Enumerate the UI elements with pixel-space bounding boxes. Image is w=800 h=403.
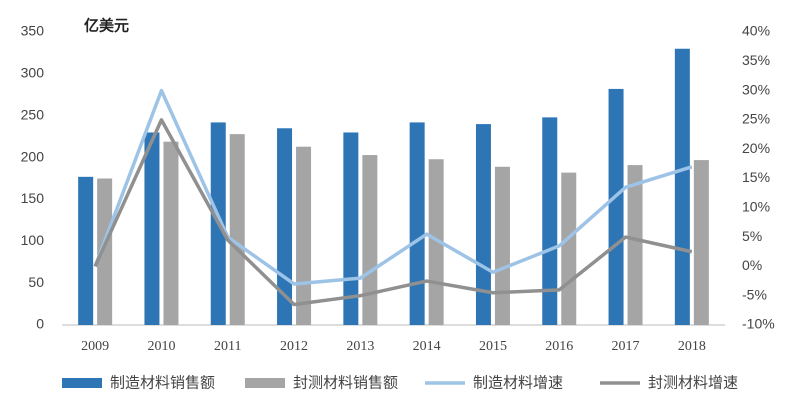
y2-tick-label: 20% [742, 140, 770, 156]
y2-tick-label: 15% [742, 169, 770, 185]
bar [343, 132, 359, 325]
y-tick-label: 300 [21, 65, 45, 81]
x-tick-label: 2012 [280, 339, 308, 354]
bar [693, 160, 709, 325]
legend-label: 制造材料销售额 [110, 374, 215, 392]
y2-tick-label: -5% [742, 286, 767, 302]
bar [561, 172, 577, 325]
x-tick-label: 2014 [413, 339, 441, 354]
bar [494, 166, 510, 325]
x-tick-label: 2015 [479, 339, 507, 354]
legend-swatch [245, 378, 285, 388]
y-tick-label: 50 [28, 274, 44, 290]
y2-tick-label: 0% [742, 257, 762, 273]
y2-tick-label: 30% [742, 81, 770, 97]
y-tick-label: 100 [21, 232, 45, 248]
bar [475, 124, 491, 325]
legend-label: 封测材料增速 [648, 374, 738, 392]
y2-tick-label: 35% [742, 52, 770, 68]
bar [97, 178, 113, 325]
bar [627, 165, 643, 325]
x-tick-label: 2009 [81, 339, 109, 354]
bar [674, 48, 690, 325]
legend-swatch [62, 378, 102, 388]
x-tick-label: 2013 [346, 339, 374, 354]
y2-tick-label: 25% [742, 111, 770, 127]
bar [78, 176, 94, 325]
x-tick-label: 2010 [147, 339, 175, 354]
y-tick-label: 350 [21, 23, 45, 39]
bar [229, 134, 245, 325]
bar [362, 155, 378, 325]
legend-label: 封测材料销售额 [293, 374, 398, 392]
line [93, 88, 693, 286]
bar [163, 141, 179, 325]
bar [144, 132, 160, 325]
y2-tick-label: 40% [742, 23, 770, 39]
unit-label: 亿美元 [84, 17, 129, 35]
bar [608, 88, 624, 325]
y2-tick-label: -10% [742, 316, 775, 332]
bar [409, 122, 425, 325]
x-tick-label: 2018 [678, 339, 706, 354]
y-tick-label: 0 [36, 316, 44, 332]
legend-label: 制造材料增速 [473, 374, 563, 392]
y-tick-label: 200 [21, 148, 45, 164]
line [93, 118, 693, 307]
y-tick-label: 150 [21, 190, 45, 206]
x-tick-label: 2017 [612, 339, 640, 354]
y2-tick-label: 5% [742, 228, 762, 244]
x-tick-label: 2011 [214, 339, 241, 354]
bar [542, 117, 558, 325]
y2-tick-label: 10% [742, 199, 770, 215]
y-tick-label: 250 [21, 106, 45, 122]
x-tick-label: 2016 [545, 339, 573, 354]
bar [296, 146, 312, 325]
